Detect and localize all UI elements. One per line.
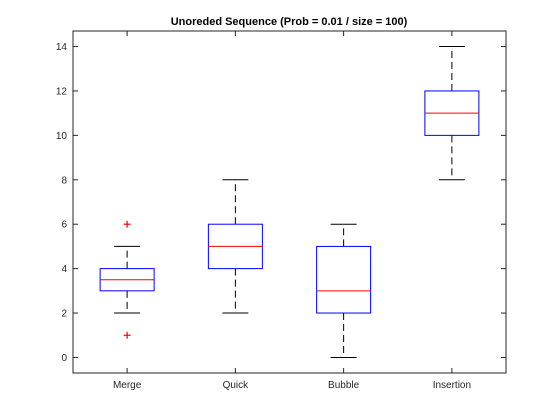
x-tick-label: Insertion xyxy=(433,380,471,391)
outlier-marker xyxy=(124,332,131,339)
y-tick-label: 4 xyxy=(61,264,67,275)
x-tick-label: Merge xyxy=(113,380,142,391)
y-axis: 0 2 4 6 8 10 12 14 xyxy=(56,42,506,364)
box-series xyxy=(100,47,479,358)
box-merge xyxy=(100,221,154,339)
chart-title: Unoreded Sequence (Prob = 0.01 / size = … xyxy=(171,16,408,28)
box-quick xyxy=(208,180,262,313)
box-insertion xyxy=(425,47,479,180)
x-tick-label: Bubble xyxy=(328,380,360,391)
y-tick-label: 8 xyxy=(61,175,67,186)
x-tick-label: Quick xyxy=(223,380,250,391)
x-axis: Merge Quick Bubble Insertion xyxy=(113,31,471,391)
outlier-marker xyxy=(124,221,131,228)
y-tick-label: 6 xyxy=(61,220,67,231)
y-tick-label: 2 xyxy=(61,309,67,320)
plot-area-frame xyxy=(73,31,506,373)
box-bubble xyxy=(317,224,371,357)
y-tick-label: 10 xyxy=(56,131,68,142)
y-tick-label: 14 xyxy=(56,42,68,53)
y-tick-label: 0 xyxy=(61,353,67,364)
y-tick-label: 12 xyxy=(56,86,68,97)
iqr-box xyxy=(317,246,371,313)
